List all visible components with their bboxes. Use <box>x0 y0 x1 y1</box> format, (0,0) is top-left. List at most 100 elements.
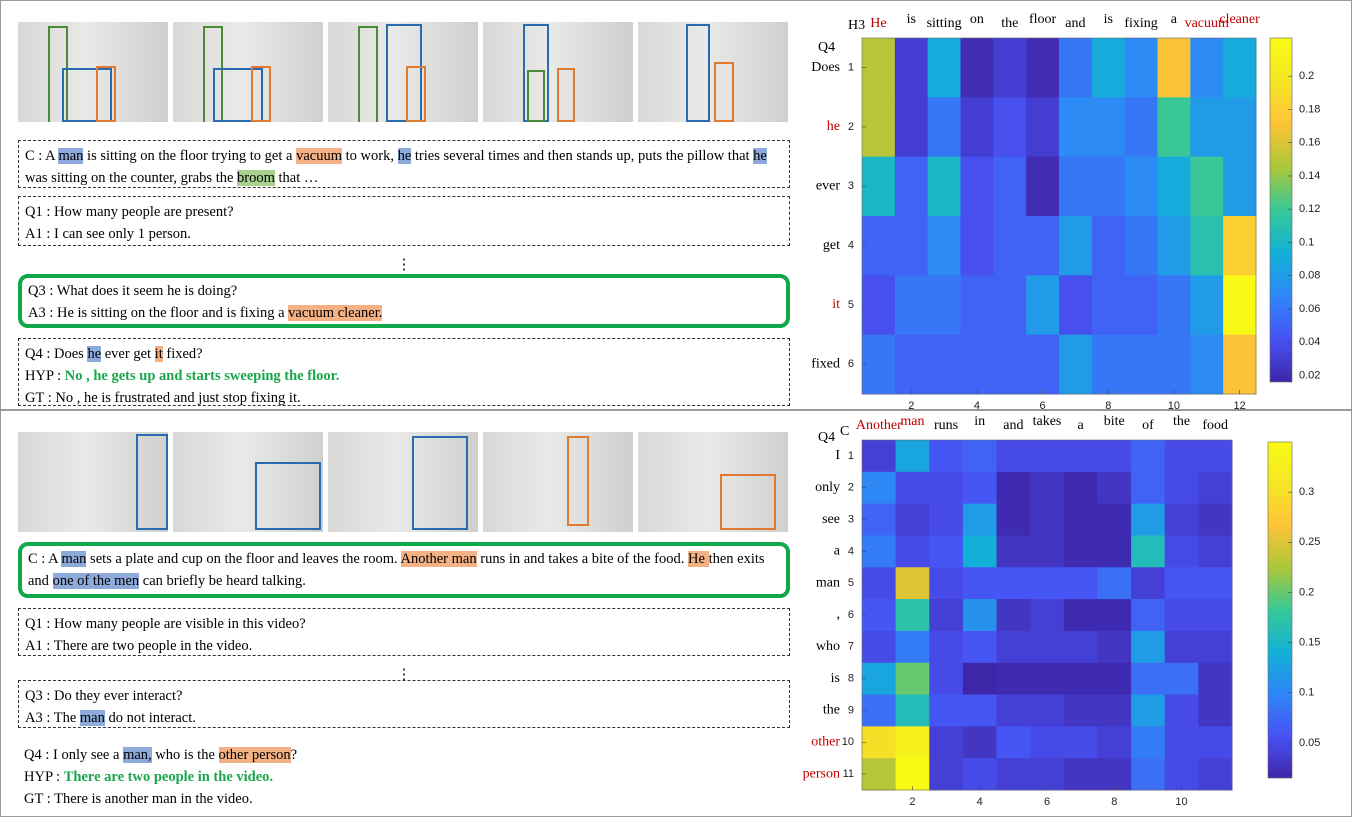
heatmap-cell <box>1164 471 1199 505</box>
text: do not interact. <box>104 710 196 726</box>
heatmap-cell <box>929 535 964 568</box>
heatmap-cell <box>1091 156 1126 217</box>
row-label: Does <box>811 60 840 75</box>
heatmap-cell <box>996 503 1031 536</box>
heatmap-cell <box>927 156 961 217</box>
heatmap-cell <box>862 535 897 568</box>
bounding-box <box>386 24 422 122</box>
column-label: man <box>900 414 924 429</box>
heatmap-cell <box>1198 662 1233 696</box>
y-tick-label: 1 <box>848 62 854 74</box>
column-label: and <box>1065 16 1085 31</box>
heatmap-cell <box>895 471 930 505</box>
column-label: runs <box>934 418 958 433</box>
text: can briefly be heard talking. <box>139 573 306 589</box>
bounding-box <box>406 66 426 122</box>
dialog-box: C : A man sets a plate and cup on the fl… <box>18 542 790 598</box>
column-label: floor <box>1029 12 1057 27</box>
heatmap-cell <box>927 97 961 158</box>
heatmap-cell <box>862 38 896 98</box>
column-label: fixing <box>1124 16 1157 31</box>
heatmap-cell <box>962 630 998 664</box>
column-label: is <box>907 12 916 27</box>
dialog-box: Q3 : Do they ever interact? A3 : The man … <box>18 680 790 728</box>
bounding-box <box>527 70 545 122</box>
dialog-box: Q1 : How many people are present? A1 : I … <box>18 196 790 246</box>
heatmap-cell <box>1063 758 1098 791</box>
bounding-box <box>203 26 223 122</box>
bounding-box <box>62 68 112 122</box>
heatmap-cell <box>1131 662 1166 696</box>
heatmap-cell <box>1026 38 1060 98</box>
heatmap-cell <box>895 567 930 600</box>
heatmap-cell <box>1164 662 1199 696</box>
colorbar-tick-label: 0.1 <box>1299 687 1314 699</box>
heatmap-cell <box>993 38 1027 98</box>
dialog-box: Q4 : I only see a man, who is the other … <box>18 740 790 814</box>
heatmap-cell <box>895 694 930 727</box>
text: There are two people in the video. <box>63 769 274 785</box>
heatmap-cell <box>993 275 1027 336</box>
heatmap-cell <box>1223 216 1257 276</box>
text: A3 : The <box>25 710 80 726</box>
heatmap-cell <box>1198 567 1233 600</box>
heatmap-cell <box>1091 97 1126 158</box>
heatmap-cell <box>1030 694 1065 727</box>
heatmap-cell <box>1157 334 1191 395</box>
dialog-line: GT : No , he is frustrated and just stop… <box>25 387 783 409</box>
video-frame <box>483 432 633 532</box>
colorbar-tick-label: 0.16 <box>1299 137 1320 149</box>
heatmap-cell <box>996 471 1031 505</box>
heatmap-cell <box>1026 97 1060 158</box>
heatmap-cell <box>862 694 897 727</box>
heatmap-cell <box>962 535 998 568</box>
heatmap-cell <box>862 567 897 600</box>
y-tick-label: 3 <box>848 513 854 525</box>
dialog-line: A3 : He is sitting on the floor and is f… <box>28 302 780 324</box>
heatmap-cell <box>929 662 964 696</box>
row-label: I <box>835 448 840 463</box>
heatmap-cell <box>1157 275 1191 336</box>
bounding-box <box>358 26 378 122</box>
heatmap-cell <box>1059 156 1093 217</box>
y-tick-label: 6 <box>848 609 854 621</box>
y-tick-label: 2 <box>848 482 854 494</box>
heatmap-cell <box>1097 567 1132 600</box>
highlighted-word: one of the men <box>52 573 140 589</box>
text: ⋮ <box>396 667 412 683</box>
bounding-box <box>686 24 710 122</box>
heatmap-cell <box>929 726 964 759</box>
heatmap-cell <box>1131 758 1166 791</box>
text: HYP : <box>24 769 64 785</box>
column-label: the <box>1001 16 1018 31</box>
heatmap-cell <box>1091 216 1126 276</box>
heatmap-cell <box>1097 440 1132 473</box>
heatmap-cell <box>929 599 964 632</box>
colorbar-tick-label: 0.12 <box>1299 203 1320 215</box>
heatmap-cell <box>962 662 998 696</box>
heatmap-cell <box>1124 216 1158 276</box>
highlighted-word: it <box>154 346 163 362</box>
heatmap-cell <box>1223 97 1257 158</box>
y-tick-label: 11 <box>843 768 854 780</box>
heatmap-cell <box>1097 471 1132 505</box>
text: Q4 : I only see a <box>24 747 124 763</box>
text: Q3 : What does it seem he is doing? <box>28 283 238 299</box>
row-label: it <box>832 297 840 312</box>
highlighted-word: He <box>688 551 709 567</box>
heatmap-cell <box>1164 440 1199 473</box>
heatmap-cell <box>1030 471 1065 505</box>
heatmap-cell <box>862 630 897 664</box>
x-tick-label: 8 <box>1105 400 1111 412</box>
x-tick-label: 4 <box>974 400 980 412</box>
heatmap-cell <box>996 440 1031 473</box>
video-frame <box>328 22 478 122</box>
heatmap-cell <box>1198 630 1233 664</box>
heatmap-cell <box>1164 599 1199 632</box>
column-header: H3 <box>848 18 865 33</box>
heatmap-cell <box>1164 694 1199 727</box>
dialog-line: Q1 : How many people are visible in this… <box>25 613 783 635</box>
row-label: is <box>831 671 840 686</box>
video-frame <box>638 432 788 532</box>
column-label: of <box>1142 418 1154 433</box>
